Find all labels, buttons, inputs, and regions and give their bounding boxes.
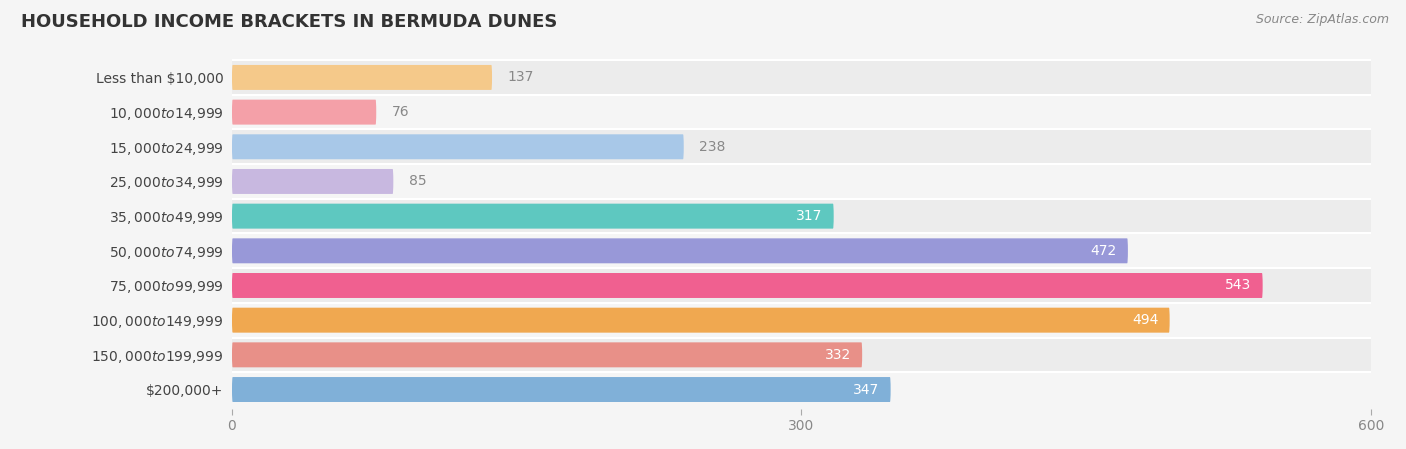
Text: 85: 85 [409,175,426,189]
Bar [232,164,1371,199]
Text: 137: 137 [508,70,534,84]
FancyBboxPatch shape [232,169,394,194]
Text: 76: 76 [391,105,409,119]
Bar [232,338,1371,372]
Text: 347: 347 [853,383,879,396]
FancyBboxPatch shape [232,238,1128,263]
Bar [232,268,1371,303]
Bar [232,303,1371,338]
Text: 317: 317 [796,209,823,223]
FancyBboxPatch shape [232,273,1263,298]
Bar [232,199,1371,233]
FancyBboxPatch shape [232,308,1170,333]
Text: 494: 494 [1132,313,1159,327]
Text: Source: ZipAtlas.com: Source: ZipAtlas.com [1256,13,1389,26]
Text: 238: 238 [699,140,725,154]
Text: 332: 332 [824,348,851,362]
Text: 543: 543 [1225,278,1251,292]
Text: HOUSEHOLD INCOME BRACKETS IN BERMUDA DUNES: HOUSEHOLD INCOME BRACKETS IN BERMUDA DUN… [21,13,557,31]
FancyBboxPatch shape [232,377,890,402]
FancyBboxPatch shape [232,204,834,229]
Text: 472: 472 [1090,244,1116,258]
FancyBboxPatch shape [232,342,862,367]
Bar [232,95,1371,129]
Bar [232,233,1371,268]
Bar [232,129,1371,164]
FancyBboxPatch shape [232,100,377,125]
Bar [232,372,1371,407]
Bar [232,60,1371,95]
FancyBboxPatch shape [232,134,683,159]
FancyBboxPatch shape [232,65,492,90]
